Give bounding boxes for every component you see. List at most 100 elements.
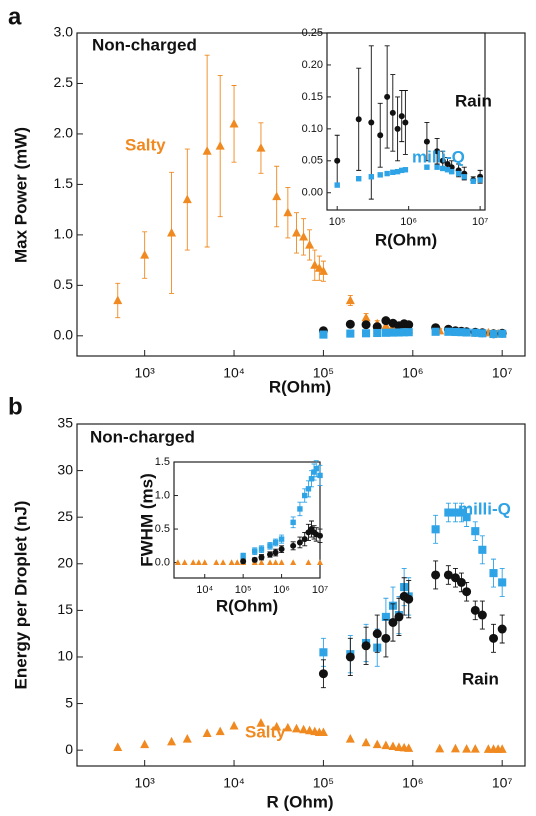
marker [470,744,480,753]
marker [113,742,123,751]
x-tick-label: 10⁶ [402,365,423,381]
marker [301,536,308,543]
marker [373,328,382,338]
marker [471,527,480,536]
y-tick-label: 2.5 [54,74,74,90]
marker [215,141,225,150]
marker [305,725,315,735]
marker [345,652,355,662]
marker [292,227,302,237]
annotation: Non-charged [92,35,197,54]
marker [451,508,460,517]
x-tick-label: 10⁵ [313,775,334,791]
marker [372,739,382,749]
marker [457,508,466,517]
marker [402,119,409,126]
series-label: Salty [245,722,286,741]
marker [299,231,309,241]
marker [398,113,405,120]
marker [319,648,328,657]
plot-area [173,461,321,579]
marker [258,554,265,561]
marker [478,329,487,338]
marker [182,734,192,743]
y-tick-label: 1.0 [54,226,74,242]
marker [462,513,471,522]
series-label: Salty [125,135,166,154]
marker [431,525,440,534]
marker [283,722,293,732]
panel-letter: a [8,3,22,30]
y-axis-label: FWHM (ms) [137,473,156,566]
marker [202,146,212,155]
marker [477,177,483,183]
marker [361,737,371,747]
series-label: Rain [462,669,499,688]
marker [292,723,302,733]
marker [240,553,246,559]
x-axis-label: R (Ohm) [266,792,333,811]
marker [456,577,466,587]
marker [394,125,401,132]
marker [290,542,297,549]
marker [297,506,303,512]
marker [272,721,282,731]
marker [423,138,430,145]
marker [372,629,382,639]
marker [317,559,323,565]
marker [299,724,309,734]
marker [404,594,414,604]
marker [384,170,390,177]
marker [190,559,197,565]
marker [290,559,297,565]
marker [202,728,212,737]
y-tick-label: 1.5 [54,175,74,191]
marker [140,739,150,749]
marker [399,167,405,174]
marker [311,469,317,475]
marker [305,559,312,565]
y-tick-label: 35 [57,415,73,431]
marker [451,327,460,337]
y-tick-label: 30 [57,461,73,477]
marker [444,508,453,517]
marker [362,329,371,338]
marker [462,587,472,597]
y-tick-label: 0.20 [302,59,323,71]
series-label: milli-Q [458,499,511,518]
marker [377,132,384,139]
marker [174,559,181,565]
marker [384,93,391,100]
marker [434,164,440,170]
marker [404,320,414,330]
x-tick-label: 10⁴ [223,365,245,381]
y-tick-label: 0.05 [302,155,323,167]
marker [356,175,362,182]
y-tick-label: 1.0 [155,489,170,501]
y-tick-label: 0.25 [302,27,323,39]
marker [489,329,498,339]
marker [381,633,391,643]
x-tick-label: 10⁴ [196,584,213,596]
x-tick-label: 10⁵ [235,584,252,596]
marker [314,263,324,272]
marker [381,612,390,621]
marker [290,519,296,526]
marker [434,148,441,155]
marker [234,559,241,565]
marker [201,559,208,565]
marker [461,174,467,180]
marker [404,743,414,752]
marker [404,328,413,337]
x-axis-label: R(Ohm) [269,377,331,396]
marker [400,328,409,337]
marker [334,157,341,164]
marker [113,295,123,305]
marker [368,174,374,180]
marker [318,266,328,275]
marker [317,532,323,539]
marker [394,168,401,175]
marker [267,543,273,549]
marker [381,316,391,326]
marker [368,119,375,126]
